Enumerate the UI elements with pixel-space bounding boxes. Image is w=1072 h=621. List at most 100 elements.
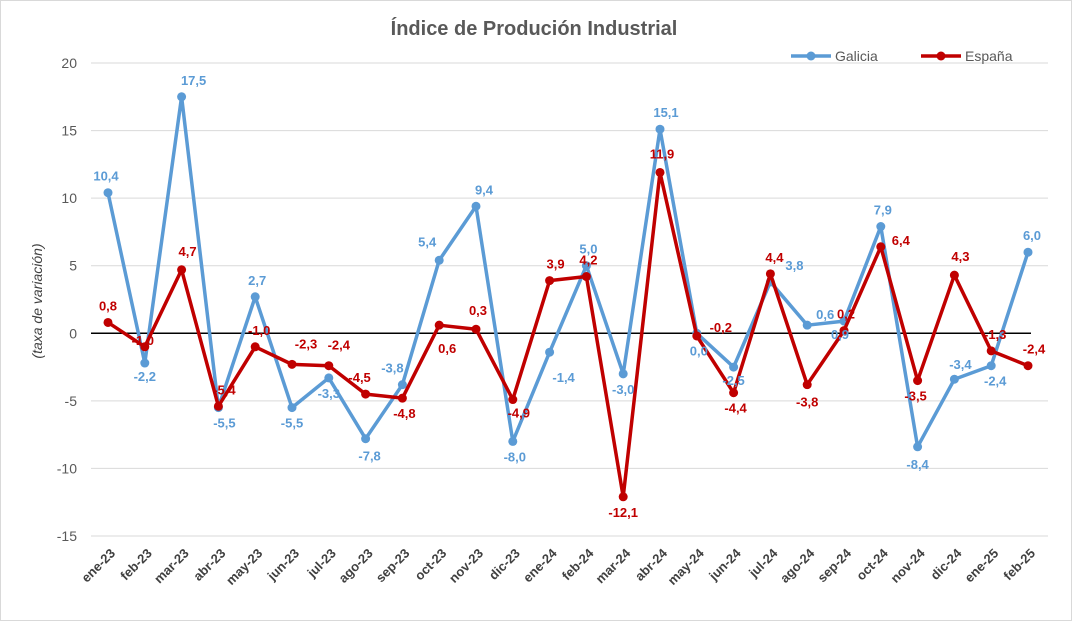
data-point-galicia [397, 380, 407, 390]
x-tick-label: may-23 [223, 546, 265, 588]
data-point-galicia [177, 92, 187, 102]
x-tick-label: sep-23 [373, 546, 413, 586]
data-label-galicia: 5,0 [579, 242, 597, 257]
x-tick-label: ene-23 [78, 546, 118, 586]
data-point-españa [655, 167, 665, 177]
data-point-españa [545, 276, 555, 286]
data-point-galicia [434, 255, 444, 265]
data-label-españa: 0,2 [837, 307, 855, 322]
data-label-galicia: 2,7 [248, 273, 266, 288]
x-tick-label: feb-25 [1000, 546, 1038, 584]
data-label-galicia: -2,2 [134, 369, 156, 384]
data-point-galicia [876, 222, 886, 232]
data-point-españa [287, 359, 297, 369]
data-label-españa: 4,4 [765, 250, 784, 265]
data-label-españa: -0,2 [710, 320, 732, 335]
data-label-españa: 4,7 [179, 244, 197, 259]
y-tick-label: -5 [65, 393, 78, 409]
data-point-españa [177, 265, 187, 275]
data-label-españa: -2,3 [295, 336, 317, 351]
data-point-galicia [618, 369, 628, 379]
data-label-galicia: 5,4 [418, 234, 437, 249]
data-point-galicia [802, 320, 812, 330]
data-point-galicia [949, 374, 959, 384]
x-tick-label: jul-23 [304, 546, 339, 581]
data-label-galicia: -7,8 [358, 449, 380, 464]
data-point-españa [581, 272, 591, 282]
y-tick-label: 0 [69, 325, 77, 341]
data-point-españa [765, 269, 775, 279]
data-label-españa: -1,3 [984, 327, 1006, 342]
data-point-españa [876, 242, 886, 252]
x-tick-label: nov-23 [446, 546, 486, 586]
data-point-españa [802, 380, 812, 390]
data-point-galicia [1023, 247, 1033, 257]
data-label-galicia: 15,1 [653, 105, 678, 120]
chart-title: Índice de Produción Industrial [391, 17, 678, 40]
data-point-españa [397, 393, 407, 403]
x-tick-label: jun-23 [264, 546, 302, 584]
y-tick-label: 20 [61, 55, 77, 71]
data-point-españa [471, 324, 481, 334]
data-point-galicia [140, 358, 150, 368]
data-point-galicia [103, 188, 113, 198]
data-label-españa: -2,4 [1023, 342, 1046, 357]
data-label-galicia: -2,4 [984, 374, 1007, 389]
y-tick-label: 5 [69, 258, 77, 274]
legend-marker [936, 51, 946, 61]
data-point-españa [913, 376, 923, 386]
data-label-galicia: -3,0 [612, 382, 634, 397]
data-point-españa [508, 395, 518, 405]
data-point-españa [729, 388, 739, 398]
data-point-españa [1023, 361, 1033, 371]
data-point-galicia [545, 347, 555, 357]
data-label-españa: -4,8 [393, 406, 415, 421]
data-label-galicia: -8,4 [906, 457, 929, 472]
data-point-galicia [729, 362, 739, 372]
data-label-españa: -5,4 [213, 382, 236, 397]
data-point-españa [618, 492, 628, 502]
data-point-galicia [508, 436, 518, 446]
data-label-españa: -4,9 [508, 406, 530, 421]
data-point-españa [361, 389, 371, 399]
data-label-españa: -4,5 [348, 370, 370, 385]
data-label-galicia: -5,5 [281, 416, 303, 431]
data-label-españa: -12,1 [608, 505, 638, 520]
data-point-españa [213, 401, 223, 411]
data-labels: 10,4 -2,2 17,5 -5,5 2,7 -5,5 -3,3 -7,8 -3,8 5,4 9,… [93, 73, 1046, 520]
data-point-galicia [471, 201, 481, 211]
data-label-galicia: -3,3 [318, 386, 340, 401]
data-label-galicia: -1,4 [552, 370, 575, 385]
data-label-españa: 11,9 [650, 146, 675, 161]
data-label-galicia: -8,0 [504, 449, 526, 464]
data-label-españa: -2,4 [328, 338, 351, 353]
data-point-españa [949, 270, 959, 280]
x-tick-label: jun-24 [705, 545, 744, 584]
legend-label: España [965, 48, 1013, 64]
data-label-galicia: 0,6 [816, 307, 834, 322]
x-tick-label: sep-24 [814, 545, 854, 585]
data-point-galicia [361, 434, 371, 444]
data-label-galicia: -5,5 [213, 416, 235, 431]
data-label-galicia: 3,8 [785, 258, 803, 273]
gridlines [91, 62, 1048, 537]
data-point-galicia [581, 261, 591, 271]
x-tick-label: feb-23 [117, 546, 155, 584]
data-label-españa: 0,6 [438, 341, 456, 356]
data-label-españa: -4,4 [724, 401, 747, 416]
data-point-españa [324, 361, 334, 371]
data-label-galicia: 0,0 [690, 343, 708, 358]
data-label-españa: 0,8 [99, 298, 117, 313]
x-tick-label: ene-24 [520, 545, 560, 585]
x-tick-label: nov-24 [887, 545, 928, 586]
data-point-galicia [324, 373, 334, 383]
data-label-españa: 0,3 [469, 303, 487, 318]
y-axis-label: (taxa de variación) [29, 243, 45, 358]
data-label-galicia: 9,4 [475, 182, 494, 197]
data-point-galicia [250, 292, 260, 302]
x-tick-label: oct-23 [412, 546, 450, 584]
legend-label: Galicia [835, 48, 878, 64]
series-line-españa [107, 170, 1029, 499]
data-point-españa [250, 342, 260, 352]
